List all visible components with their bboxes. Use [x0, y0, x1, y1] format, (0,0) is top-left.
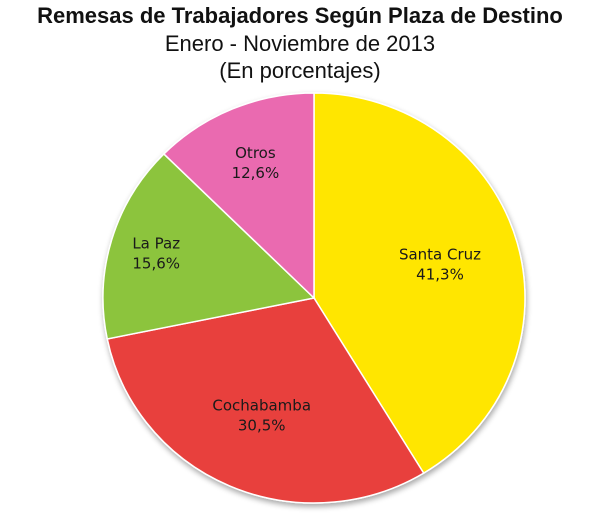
pie-labels: Santa Cruz 41,3% Cochabamba 30,5% La Paz 15,6… [132, 144, 481, 435]
slice-category-label: Cochabamba [212, 397, 311, 415]
slice-label-la-paz: La Paz 15,6% [132, 234, 180, 272]
pie-slices [102, 92, 526, 504]
slice-value-label: 15,6% [132, 254, 180, 272]
slice-label-santa-cruz: Santa Cruz 41,3% [399, 246, 481, 284]
pie-slice-santa-cruz [313, 92, 526, 475]
slice-value-label: 41,3% [416, 266, 464, 284]
slice-value-label: 12,6% [232, 164, 280, 182]
slice-category-label: Otros [235, 144, 276, 162]
chart-subtitle-period: Enero - Noviembre de 2013 [164, 31, 436, 56]
slice-value-label: 30,5% [238, 417, 286, 435]
pie-slice-cochabamba [106, 297, 425, 504]
chart-subtitle-unit: (En porcentajes) [219, 58, 381, 83]
pie-slice-la-paz [102, 152, 316, 340]
pie-slice-otros [162, 92, 315, 300]
chart-header: Remesas de Trabajadores Según Plaza de D… [0, 2, 600, 84]
chart-title: Remesas de Trabajadores Según Plaza de D… [37, 3, 563, 28]
slice-category-label: La Paz [132, 234, 180, 252]
slice-category-label: Santa Cruz [399, 246, 481, 264]
slice-label-cochabamba: Cochabamba 30,5% [212, 397, 311, 435]
slice-label-otros: Otros 12,6% [232, 144, 280, 182]
